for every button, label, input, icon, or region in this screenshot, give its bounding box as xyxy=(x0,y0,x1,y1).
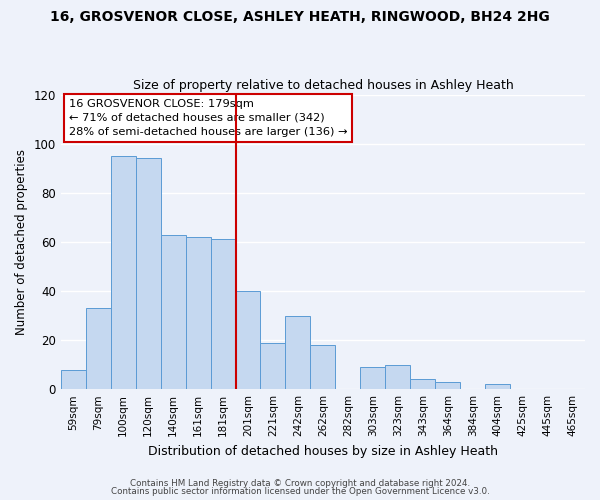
Text: 16 GROSVENOR CLOSE: 179sqm
← 71% of detached houses are smaller (342)
28% of sem: 16 GROSVENOR CLOSE: 179sqm ← 71% of deta… xyxy=(68,99,347,137)
Bar xyxy=(485,384,510,389)
Bar xyxy=(410,380,435,389)
Bar xyxy=(111,156,136,389)
Y-axis label: Number of detached properties: Number of detached properties xyxy=(15,149,28,335)
Bar xyxy=(61,370,86,389)
Bar xyxy=(435,382,460,389)
Text: Contains HM Land Registry data © Crown copyright and database right 2024.: Contains HM Land Registry data © Crown c… xyxy=(130,478,470,488)
Bar xyxy=(161,234,185,389)
Bar xyxy=(286,316,310,389)
X-axis label: Distribution of detached houses by size in Ashley Heath: Distribution of detached houses by size … xyxy=(148,444,498,458)
Bar xyxy=(310,345,335,389)
Bar xyxy=(236,291,260,389)
Bar xyxy=(361,367,385,389)
Bar xyxy=(260,342,286,389)
Title: Size of property relative to detached houses in Ashley Heath: Size of property relative to detached ho… xyxy=(133,79,513,92)
Text: Contains public sector information licensed under the Open Government Licence v3: Contains public sector information licen… xyxy=(110,487,490,496)
Bar xyxy=(185,237,211,389)
Bar xyxy=(136,158,161,389)
Text: 16, GROSVENOR CLOSE, ASHLEY HEATH, RINGWOOD, BH24 2HG: 16, GROSVENOR CLOSE, ASHLEY HEATH, RINGW… xyxy=(50,10,550,24)
Bar xyxy=(86,308,111,389)
Bar xyxy=(211,240,236,389)
Bar xyxy=(385,364,410,389)
